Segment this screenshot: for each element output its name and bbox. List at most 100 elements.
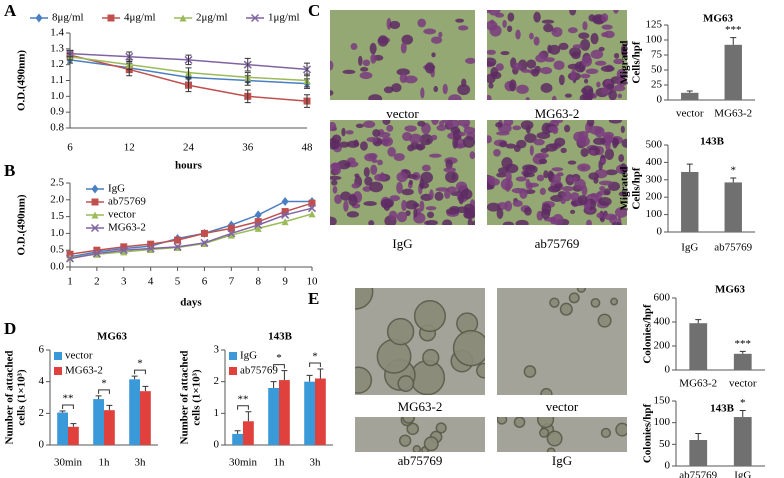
cell bbox=[452, 137, 459, 149]
error-bar bbox=[270, 381, 277, 388]
cell bbox=[582, 21, 588, 31]
legend-label: 4μg/ml bbox=[124, 12, 156, 24]
panel-label: B bbox=[4, 161, 15, 180]
cell bbox=[598, 180, 613, 186]
error-bar bbox=[686, 163, 693, 172]
image-label: vector bbox=[546, 399, 579, 414]
cell bbox=[512, 200, 523, 207]
cell bbox=[571, 51, 581, 60]
colony bbox=[597, 313, 612, 328]
cell bbox=[590, 150, 596, 155]
cell bbox=[567, 160, 577, 165]
cell bbox=[330, 163, 341, 168]
cell bbox=[507, 12, 515, 22]
photo-bg bbox=[330, 10, 475, 100]
cell bbox=[332, 185, 338, 194]
error-bar bbox=[106, 404, 113, 411]
bar bbox=[304, 381, 315, 445]
cell bbox=[588, 14, 596, 22]
cell bbox=[581, 185, 588, 197]
cell bbox=[493, 148, 501, 157]
cell bbox=[544, 57, 555, 63]
x-tick-label: 4 bbox=[148, 276, 154, 288]
y-tick-label: 4 bbox=[39, 375, 45, 387]
x-tick-label: 3h bbox=[310, 457, 322, 469]
cell bbox=[577, 195, 588, 206]
cell bbox=[363, 201, 377, 207]
error-bar bbox=[185, 67, 192, 78]
colony bbox=[615, 422, 627, 437]
cell bbox=[424, 62, 435, 74]
cell bbox=[396, 68, 410, 76]
cell bbox=[533, 11, 541, 23]
cell bbox=[377, 131, 391, 138]
bar bbox=[724, 182, 742, 232]
cell bbox=[366, 137, 378, 143]
colony bbox=[513, 417, 526, 428]
cell bbox=[541, 208, 551, 220]
cell bbox=[342, 69, 356, 75]
cell bbox=[431, 120, 439, 126]
y-tick-label: 2 bbox=[39, 407, 45, 419]
marker bbox=[120, 243, 128, 251]
legend-swatch bbox=[229, 352, 237, 360]
marker bbox=[227, 231, 235, 239]
y-tick-label: 125 bbox=[646, 19, 663, 31]
photo-bg bbox=[355, 417, 485, 452]
marker bbox=[119, 246, 128, 255]
x-tick-label: 1h bbox=[99, 457, 111, 469]
cell bbox=[596, 81, 601, 88]
cell bbox=[516, 84, 529, 95]
error-bar bbox=[306, 374, 313, 382]
cell bbox=[369, 42, 377, 55]
cell bbox=[496, 207, 504, 219]
x-tick-label: 12 bbox=[124, 142, 135, 154]
cell bbox=[330, 60, 334, 71]
cell bbox=[505, 143, 517, 149]
bar bbox=[57, 412, 68, 445]
y-axis-label: Colonies/hpf bbox=[642, 404, 654, 464]
marker bbox=[35, 13, 43, 23]
cell bbox=[538, 158, 548, 165]
legend-label: vector bbox=[65, 350, 93, 362]
cell bbox=[590, 49, 604, 60]
cell bbox=[594, 60, 607, 66]
significance: ** bbox=[63, 392, 74, 404]
cell bbox=[487, 202, 501, 212]
cell bbox=[525, 97, 530, 100]
error-bar bbox=[67, 49, 73, 58]
colony bbox=[523, 365, 537, 378]
photo-content bbox=[330, 120, 475, 225]
cell bbox=[441, 120, 454, 124]
error-bar bbox=[304, 94, 310, 108]
marker bbox=[146, 244, 155, 253]
bar bbox=[129, 379, 140, 445]
x-tick-label: MG63-2 bbox=[679, 378, 717, 390]
legend-label: MG63-2 bbox=[65, 365, 103, 377]
significance-bracket bbox=[134, 369, 146, 375]
photo bbox=[497, 288, 627, 395]
marker bbox=[200, 229, 208, 237]
marker bbox=[174, 236, 182, 244]
cell bbox=[536, 174, 545, 182]
error-bar bbox=[95, 395, 102, 400]
cell bbox=[425, 220, 438, 225]
cell bbox=[407, 144, 415, 152]
cell bbox=[534, 65, 541, 72]
cell bbox=[533, 36, 540, 46]
legend-label: ab75769 bbox=[108, 196, 146, 208]
cell bbox=[330, 216, 337, 225]
error-bar bbox=[245, 411, 252, 422]
cell bbox=[550, 194, 564, 202]
legend-swatch bbox=[229, 367, 237, 375]
cell bbox=[569, 10, 577, 16]
cell bbox=[584, 78, 589, 84]
panel-label: C bbox=[308, 1, 320, 20]
cell bbox=[516, 139, 527, 149]
panel-label: D bbox=[4, 319, 16, 338]
cell bbox=[436, 124, 447, 132]
cell bbox=[567, 27, 578, 34]
cell bbox=[330, 175, 342, 180]
cell bbox=[551, 120, 564, 124]
cell bbox=[621, 138, 627, 148]
